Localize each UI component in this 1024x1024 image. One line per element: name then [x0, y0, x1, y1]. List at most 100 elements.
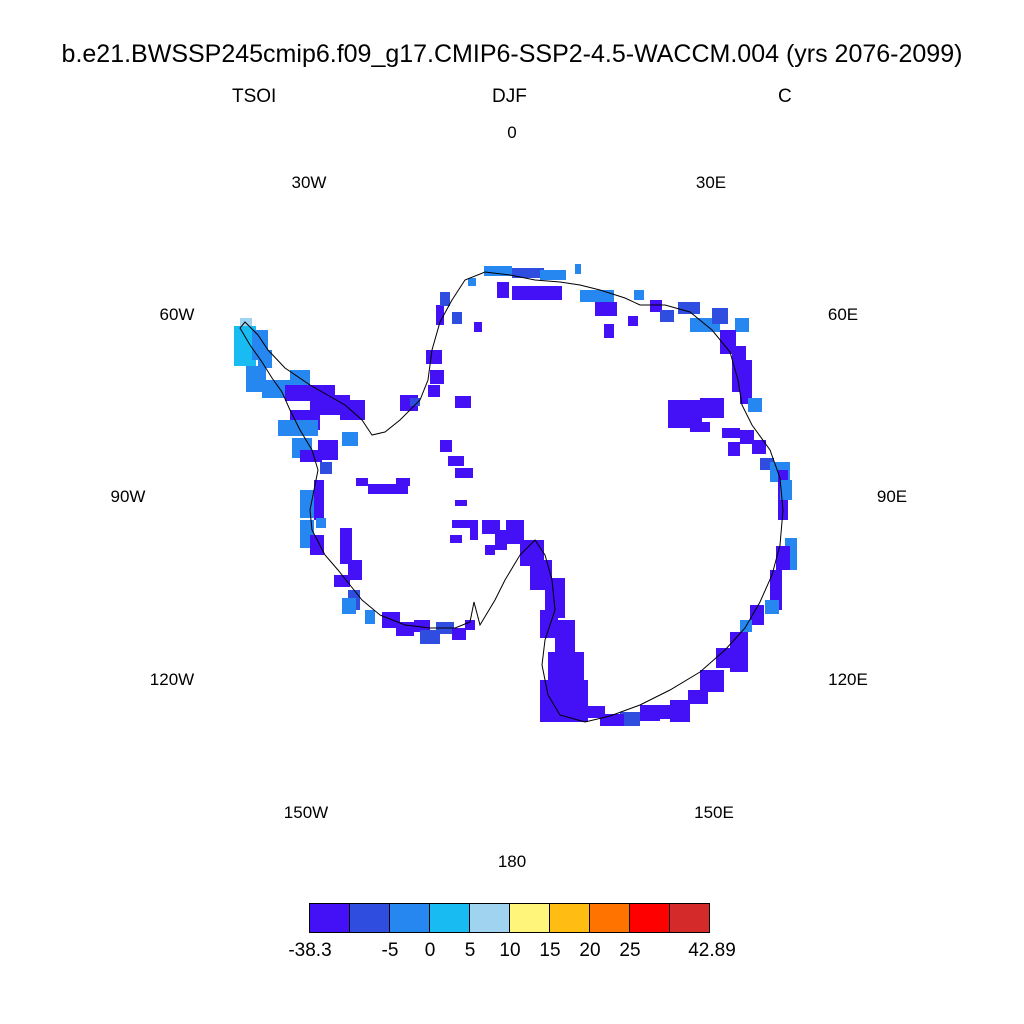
grid-cell: [485, 545, 495, 555]
grid-cell: [540, 270, 566, 280]
colorbar: [309, 903, 710, 933]
colorbar-label: 0: [424, 940, 436, 961]
grid-cell: [426, 350, 442, 364]
grid-cell: [310, 535, 324, 555]
grid-cell: [580, 290, 614, 302]
grid-cell: [246, 366, 266, 392]
grid-cell: [278, 420, 318, 436]
grid-cell: [690, 422, 710, 432]
grid-cell: [365, 610, 375, 624]
grid-cell: [320, 462, 332, 474]
grid-cell: [604, 324, 614, 338]
grid-cell: [396, 622, 414, 636]
grid-cell: [540, 680, 588, 722]
grid-cell: [722, 428, 740, 438]
grid-cell: [585, 706, 605, 718]
grid-cell: [234, 326, 256, 366]
colorbar-swatch: [389, 903, 430, 933]
lon-label-0: 0: [507, 123, 517, 142]
grid-cell: [300, 490, 314, 518]
lon-label-90w: 90W: [110, 487, 146, 506]
grid-cell: [512, 268, 544, 278]
colorbar-swatch: [349, 903, 390, 933]
grid-cell: [780, 480, 792, 500]
grid-cell: [440, 440, 452, 452]
colorbar-swatch: [469, 903, 510, 933]
grid-cell: [455, 500, 467, 506]
grid-cell: [765, 600, 779, 614]
grid-cell: [368, 484, 408, 494]
grid-cell: [436, 305, 444, 325]
grid-cell: [634, 290, 644, 300]
grid-cell: [740, 430, 754, 444]
grid-cell: [752, 440, 766, 454]
grid-cell: [342, 432, 358, 446]
grid-cell: [470, 520, 478, 540]
grid-cell: [340, 528, 352, 564]
grid-cell: [468, 278, 476, 286]
grid-cell: [382, 612, 400, 628]
lon-label-150e: 150E: [694, 803, 734, 822]
lon-label-30w: 30W: [291, 173, 327, 192]
grid-cell: [700, 670, 724, 692]
grid-cell: [776, 546, 790, 570]
lon-label-120e: 120E: [828, 670, 868, 689]
grid-cell: [716, 648, 730, 668]
grid-cell: [440, 292, 450, 306]
grid-cell: [340, 400, 365, 420]
grid-cell: [575, 264, 581, 274]
grid-cell: [730, 632, 748, 672]
grid-cell: [512, 286, 562, 300]
grid-cell: [448, 456, 464, 466]
grid-cell: [495, 530, 507, 550]
grid-cell: [735, 318, 749, 332]
colorbar-label: -5: [381, 940, 399, 961]
grid-cell: [530, 560, 552, 590]
grid-cell: [650, 300, 662, 312]
grid-cell: [452, 312, 462, 324]
colorbar-swatch: [629, 903, 670, 933]
grid-cell: [728, 442, 740, 456]
colorbar-label: 10: [499, 940, 521, 961]
colorbar-swatch: [309, 903, 350, 933]
colorbar-swatch: [669, 903, 710, 933]
grid-cell: [628, 316, 638, 326]
grid-cell: [348, 560, 362, 580]
grid-cell: [465, 620, 475, 630]
grid-cell: [640, 705, 660, 721]
colorbar-swatch: [549, 903, 590, 933]
season-label: DJF: [492, 86, 527, 107]
grid-cell: [334, 575, 350, 587]
lon-label-30e: 30E: [695, 173, 727, 192]
units-label: C: [778, 86, 792, 107]
colorbar-label: 15: [539, 940, 561, 961]
lon-label-150w: 150W: [283, 803, 329, 822]
grid-cell: [595, 302, 617, 316]
colorbar-label: 42.89: [688, 940, 736, 961]
grid-cell: [670, 700, 690, 722]
grid-cell: [678, 302, 700, 314]
map-title: b.e21.BWSSP245cmip6.f09_g17.CMIP6-SSP2-4…: [61, 40, 963, 68]
colorbar-label: 25: [619, 940, 641, 961]
grid-cell: [356, 478, 368, 486]
variable-label: TSOI: [232, 86, 277, 107]
temperature-cells: [234, 264, 797, 726]
grid-cell: [660, 310, 674, 322]
grid-cell: [712, 308, 728, 324]
colorbar-label: 5: [464, 940, 476, 961]
grid-cell: [430, 370, 444, 384]
grid-cell: [740, 360, 752, 404]
grid-cell: [455, 396, 471, 408]
lon-label-120w: 120W: [149, 670, 195, 689]
grid-cell: [262, 380, 292, 398]
colorbar-swatch: [589, 903, 630, 933]
lon-label-180: 180: [497, 852, 527, 871]
grid-cell: [300, 450, 322, 462]
grid-cell: [506, 520, 524, 544]
colorbar-label: 20: [579, 940, 601, 961]
lon-label-90e: 90E: [876, 487, 908, 506]
grid-cell: [748, 398, 762, 412]
grid-cell: [620, 712, 640, 726]
grid-cell: [688, 690, 708, 704]
